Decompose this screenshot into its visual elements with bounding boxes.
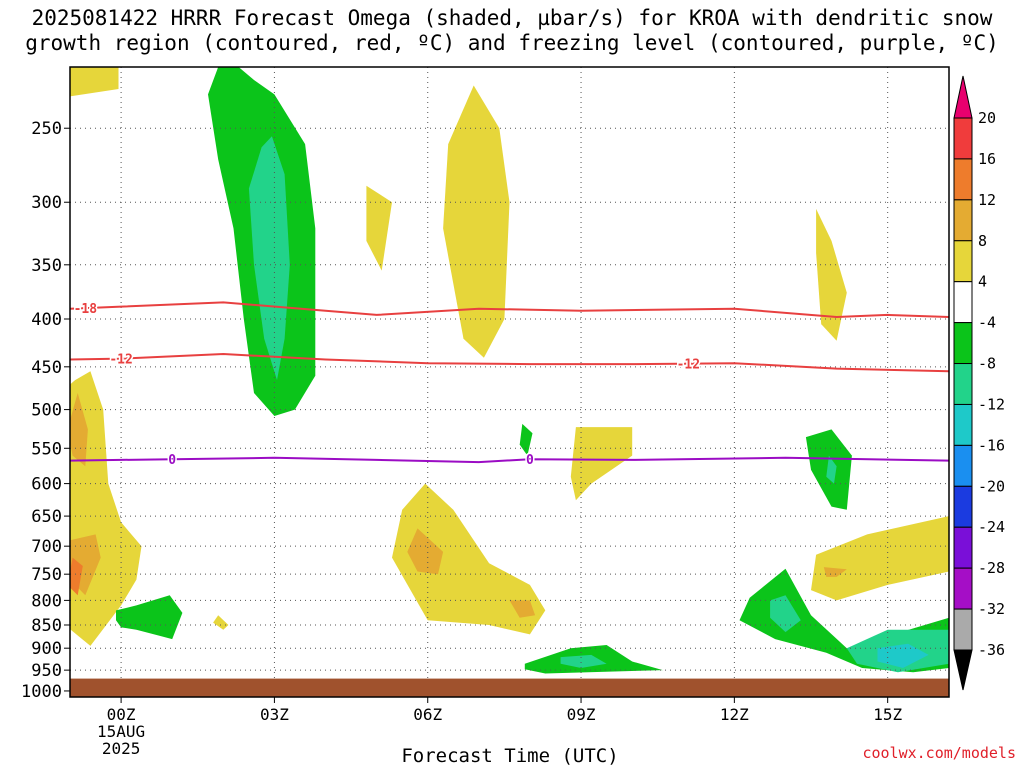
colorbar-label: -12 (978, 395, 1005, 413)
isotherm-label: -12 (109, 353, 132, 368)
colorbar-label: 12 (978, 191, 996, 209)
colorbar-label: -28 (978, 559, 1005, 577)
colorbar-label: -20 (978, 477, 1005, 495)
x-tick-label: 00Z (107, 705, 136, 724)
colorbar-cell (953, 444, 973, 487)
y-tick-label: 850 (31, 616, 62, 636)
colorbar-label: -24 (978, 518, 1005, 536)
y-tick-label: 250 (31, 119, 62, 139)
colorbar-cell (953, 158, 973, 201)
colorbar-label: -16 (978, 436, 1005, 454)
isotherm-label: -18 (74, 302, 98, 317)
omega-region-pos4-13 (570, 427, 633, 501)
colorbar: 20 16 12 8 4 -4 -8 -12 -16 -20 -24 -28 -32 -36 (953, 75, 1005, 691)
x-tick-label: 09Z (567, 705, 596, 724)
colorbar-cell (953, 608, 973, 651)
omega-region-pos4-3 (443, 85, 510, 358)
isotherm-label: 0 (526, 453, 534, 468)
y-tick-label: 700 (31, 537, 62, 557)
y-tick-label: 1000 (21, 682, 62, 702)
omega-region-pos4-16 (213, 615, 229, 630)
colorbar-label: 16 (978, 150, 996, 168)
omega-region-neg4-17 (116, 595, 183, 640)
colorbar-cell (953, 485, 973, 528)
isotherm-label: 0 (168, 453, 176, 468)
chart-title-line2: growth region (contoured, red, ºC) and f… (25, 31, 999, 55)
y-tick-label: 300 (31, 193, 62, 213)
colorbar-cell (953, 526, 973, 569)
colorbar-cell (953, 199, 973, 242)
isotherm-minus12-line (70, 352, 949, 373)
omega-region-pos4-14 (811, 516, 949, 601)
colorbar-cell (953, 240, 973, 283)
y-tick-label: 800 (31, 591, 62, 611)
x-tick-date-label: 15AUG (97, 722, 145, 741)
y-tick-label: 950 (31, 661, 62, 681)
colorbar-label: -32 (978, 600, 1005, 618)
y-tick-label: 900 (31, 639, 62, 659)
omega-region-neg8-20 (826, 455, 837, 484)
x-tick-label: 06Z (413, 705, 442, 724)
omega-region-neg4-18 (519, 423, 533, 456)
colorbar-cell (953, 322, 973, 365)
omega-region-neg8-26 (560, 654, 607, 668)
colorbar-label: 20 (978, 109, 996, 127)
chart-title-line1: 2025081422 HRRR Forecast Omega (shaded, … (31, 6, 993, 30)
omega-region-pos8-12 (509, 600, 536, 618)
x-tick-label: 15Z (873, 705, 902, 724)
colorbar-label: -36 (978, 641, 1005, 659)
colorbar-cell (953, 363, 973, 405)
isotherm-0-line (70, 456, 949, 464)
omega-region-neg8-2 (248, 136, 290, 381)
x-axis-title: Forecast Time (UTC) (401, 745, 619, 767)
y-tick-label: 650 (31, 507, 62, 527)
plot-frame (69, 66, 950, 698)
colorbar-label: 8 (978, 232, 987, 250)
colorbar-cell (953, 281, 973, 324)
y-tick-label: 350 (31, 256, 62, 276)
ground-surface (70, 678, 949, 697)
y-tick-label: 550 (31, 439, 62, 459)
isotherm-minus18-line (70, 301, 949, 319)
colorbar-top-arrow (953, 75, 973, 119)
credit-label: coolwx.com/models (862, 744, 1016, 762)
y-tick-label: 450 (31, 358, 62, 378)
omega-region-neg8-22 (770, 595, 801, 633)
omega-region-neg12-24 (877, 643, 929, 668)
colorbar-cell (953, 117, 973, 160)
y-tick-label: 400 (31, 310, 62, 330)
x-tick-label: 12Z (720, 705, 749, 724)
omega-region-pos4-0 (70, 67, 119, 97)
y-tick-label: 600 (31, 475, 62, 495)
omega-region-pos4-4 (366, 185, 392, 271)
colorbar-label: -4 (978, 314, 996, 332)
x-tick-label: 03Z (260, 705, 289, 724)
plot-area: -18 -12 -12 0 0 (70, 67, 949, 697)
omega-region-pos4-5 (816, 208, 847, 341)
omega-region-pos12-9 (70, 557, 83, 596)
colorbar-cell (953, 403, 973, 446)
colorbar-label: 4 (978, 273, 987, 291)
omega-region-pos4-10 (392, 483, 546, 635)
colorbar-label: -8 (978, 355, 996, 373)
y-tick-label: 500 (31, 401, 62, 421)
omega-region-pos8-11 (407, 528, 444, 575)
colorbar-cell (953, 567, 973, 610)
y-tick-label: 750 (31, 565, 62, 585)
isotherm-label: -12 (677, 358, 700, 373)
omega-region-pos8-7 (70, 393, 88, 467)
colorbar-bottom-arrow (953, 649, 973, 691)
x-tick-date-label: 2025 (102, 739, 141, 758)
omega-region-pos8-15 (823, 567, 847, 577)
